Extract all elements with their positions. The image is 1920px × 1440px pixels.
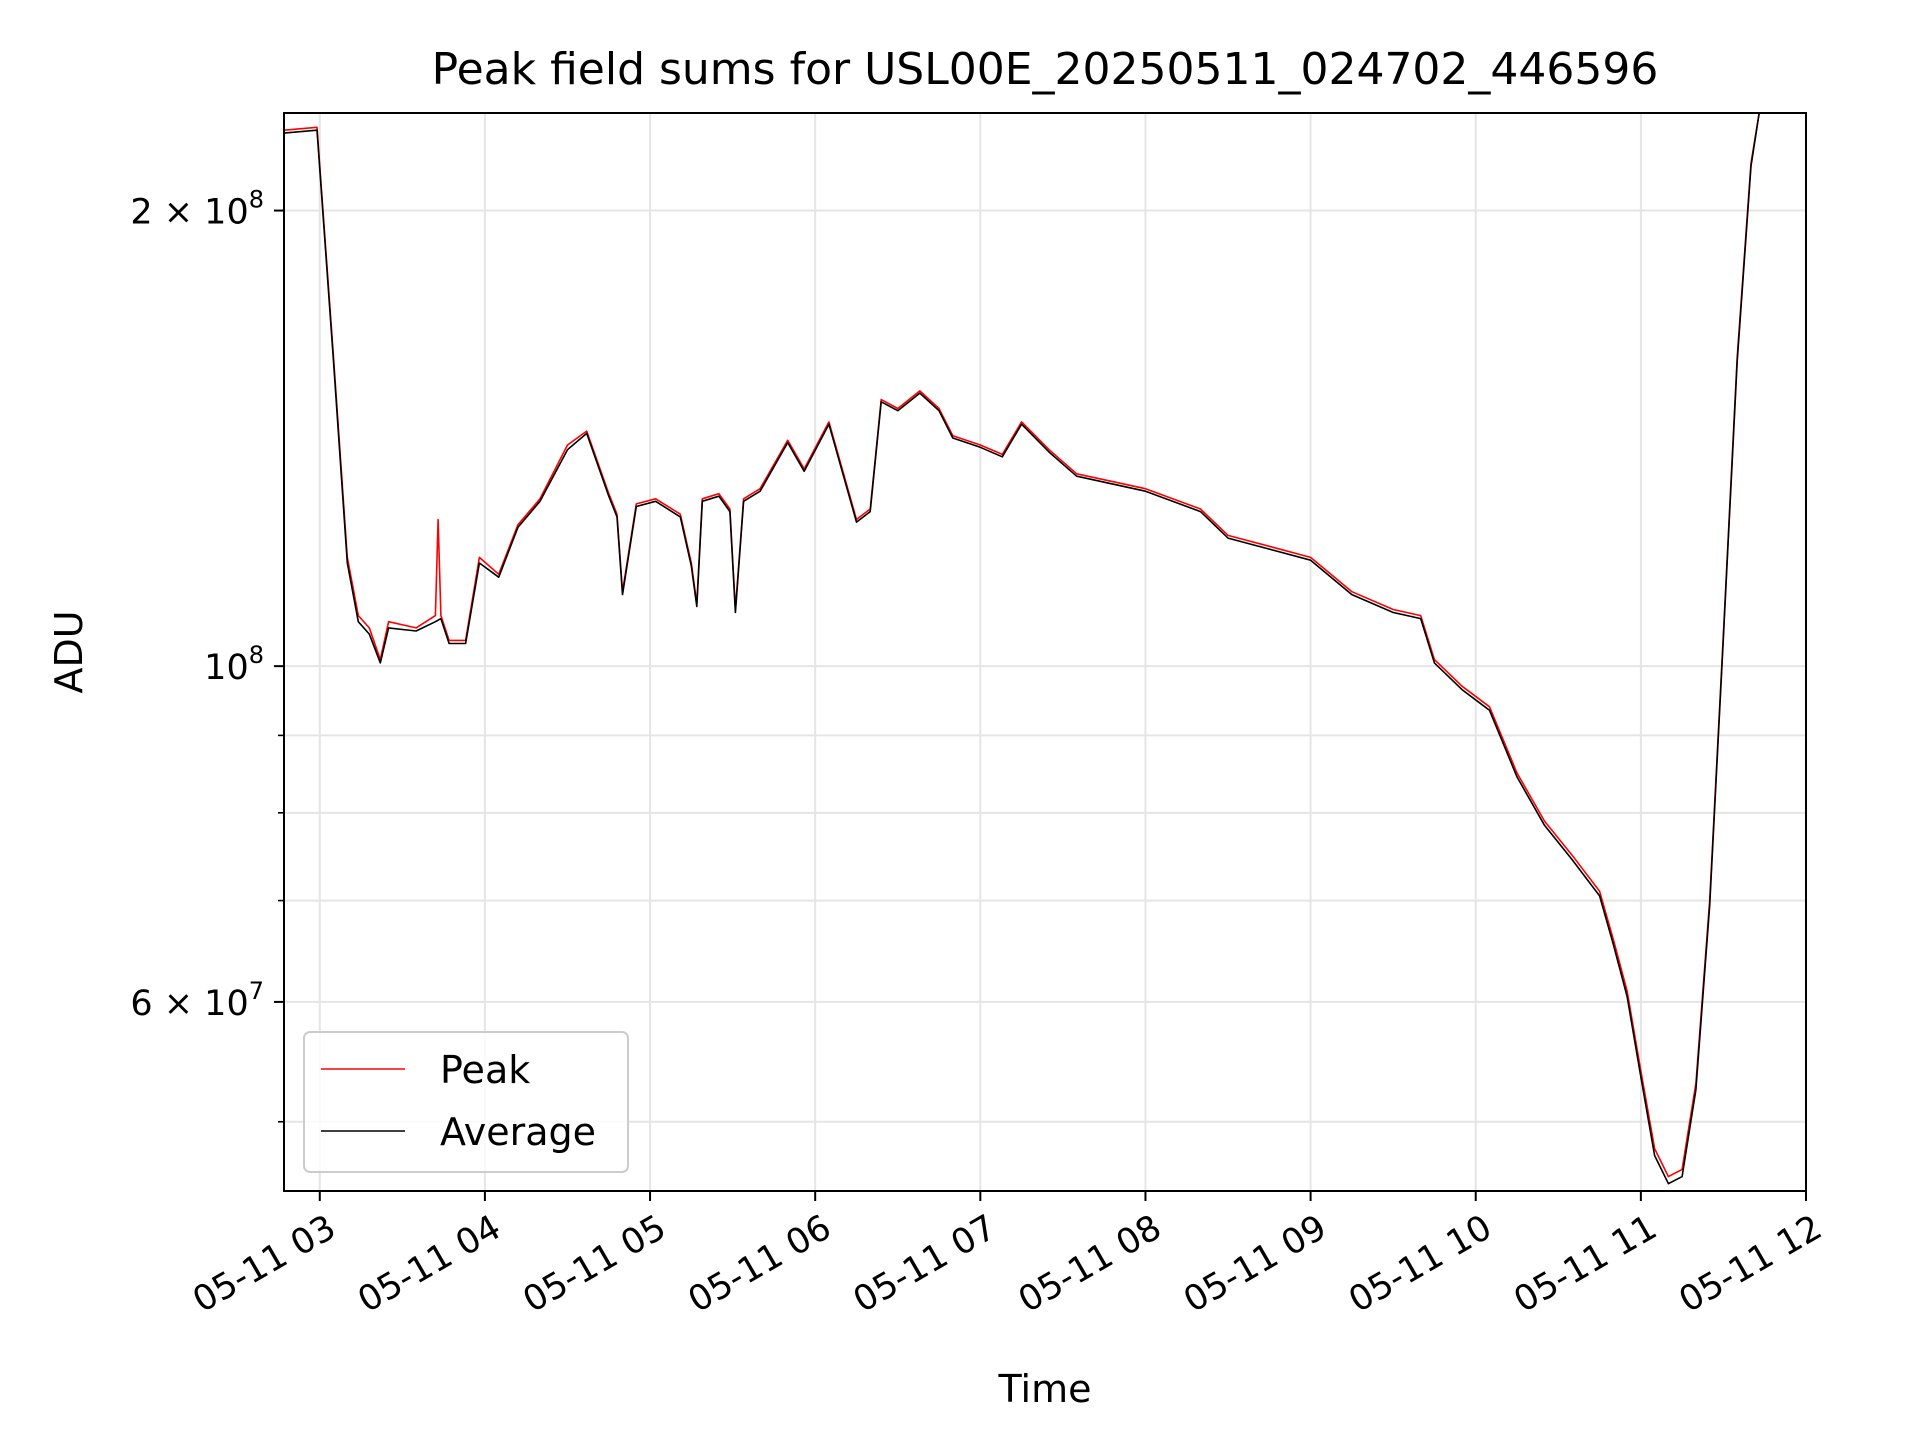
chart-title: Peak field sums for USL00E_20250511_0247… xyxy=(432,44,1659,95)
legend-label-peak: Peak xyxy=(440,1048,530,1092)
series-line-average xyxy=(284,113,1806,1185)
y-axis-label: ADU xyxy=(47,610,91,693)
legend: Peak Average xyxy=(303,1031,629,1173)
series-layer xyxy=(284,113,1806,1185)
y-tick-label: 2 × 108 xyxy=(130,186,264,233)
x-axis-label: Time xyxy=(998,1367,1092,1411)
legend-box xyxy=(303,1031,629,1173)
plot-frame xyxy=(283,112,1807,1192)
y-tick-label: 6 × 107 xyxy=(130,977,264,1024)
legend-label-average: Average xyxy=(440,1110,596,1154)
